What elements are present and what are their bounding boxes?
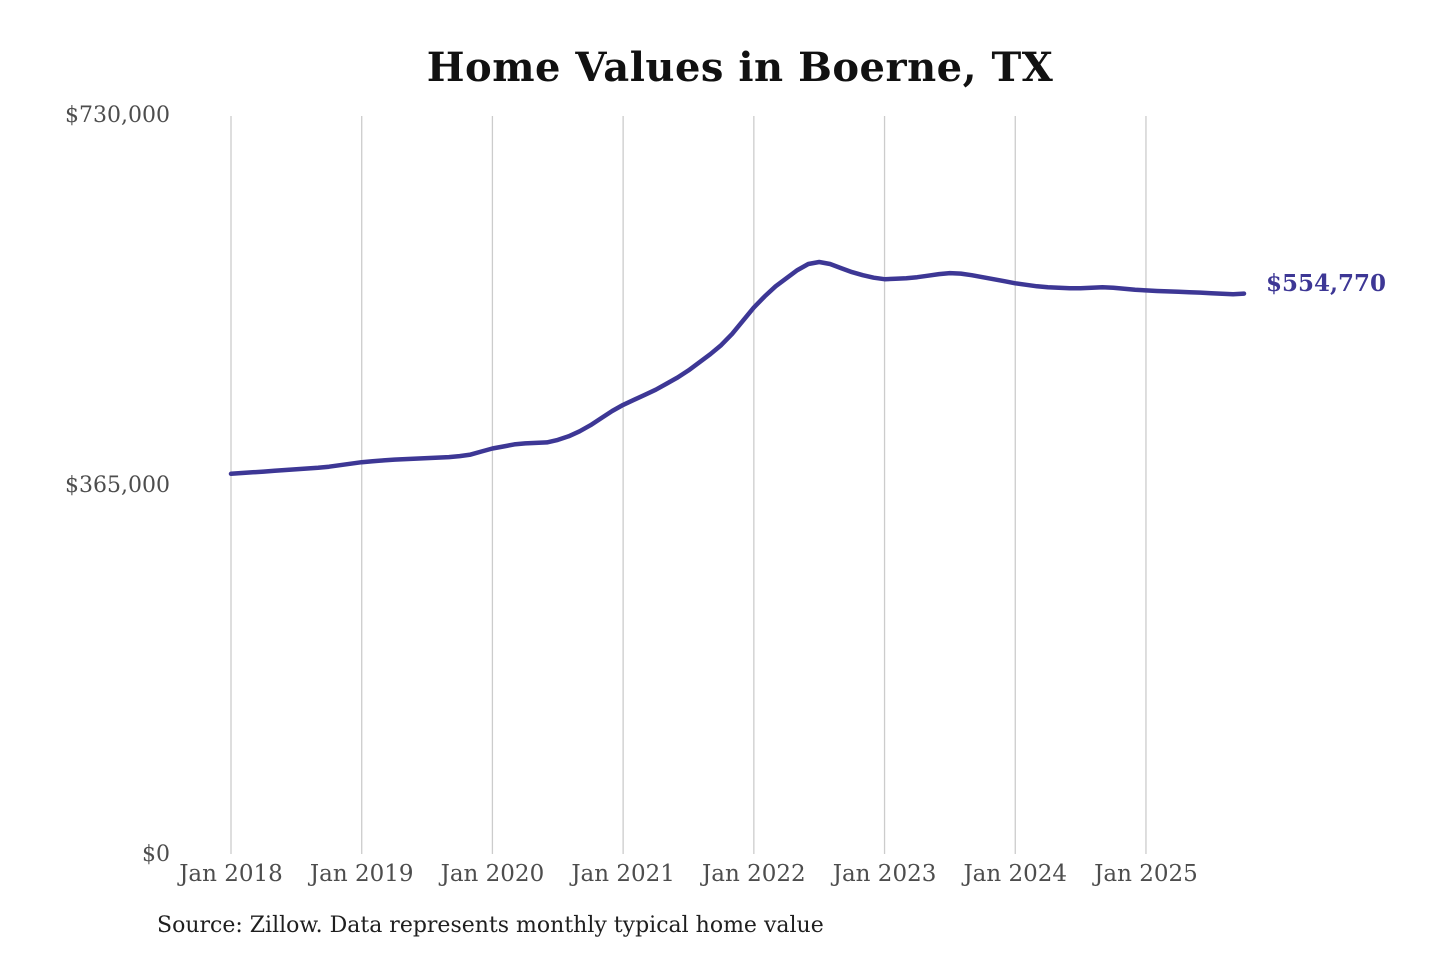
x-tick-label-jan-2023: Jan 2023 xyxy=(832,861,937,887)
y-axis-label-0: $0 xyxy=(142,842,170,867)
y-axis-label-365000: $365,000 xyxy=(65,473,170,498)
source-note: Source: Zillow. Data represents monthly … xyxy=(157,913,824,938)
x-tick-label-jan-2025: Jan 2025 xyxy=(1094,861,1198,887)
x-tick-label-jan-2019: Jan 2019 xyxy=(309,861,414,887)
x-tick-label-jan-2020: Jan 2020 xyxy=(440,861,545,887)
year-gridlines xyxy=(230,116,1147,854)
chart-title: Home Values in Boerne, TX xyxy=(426,44,1054,91)
home-value-line xyxy=(228,259,1247,477)
x-tick-label-jan-2018: Jan 2018 xyxy=(179,861,283,887)
x-tick-label-jan-2021: Jan 2021 xyxy=(571,861,675,887)
y-axis-label-730000: $730,000 xyxy=(65,103,170,128)
x-tick-label-jan-2022: Jan 2022 xyxy=(702,861,806,887)
x-tick-label-jan-2024: Jan 2024 xyxy=(963,861,1068,887)
current-value-label: $554,770 xyxy=(1266,269,1387,297)
